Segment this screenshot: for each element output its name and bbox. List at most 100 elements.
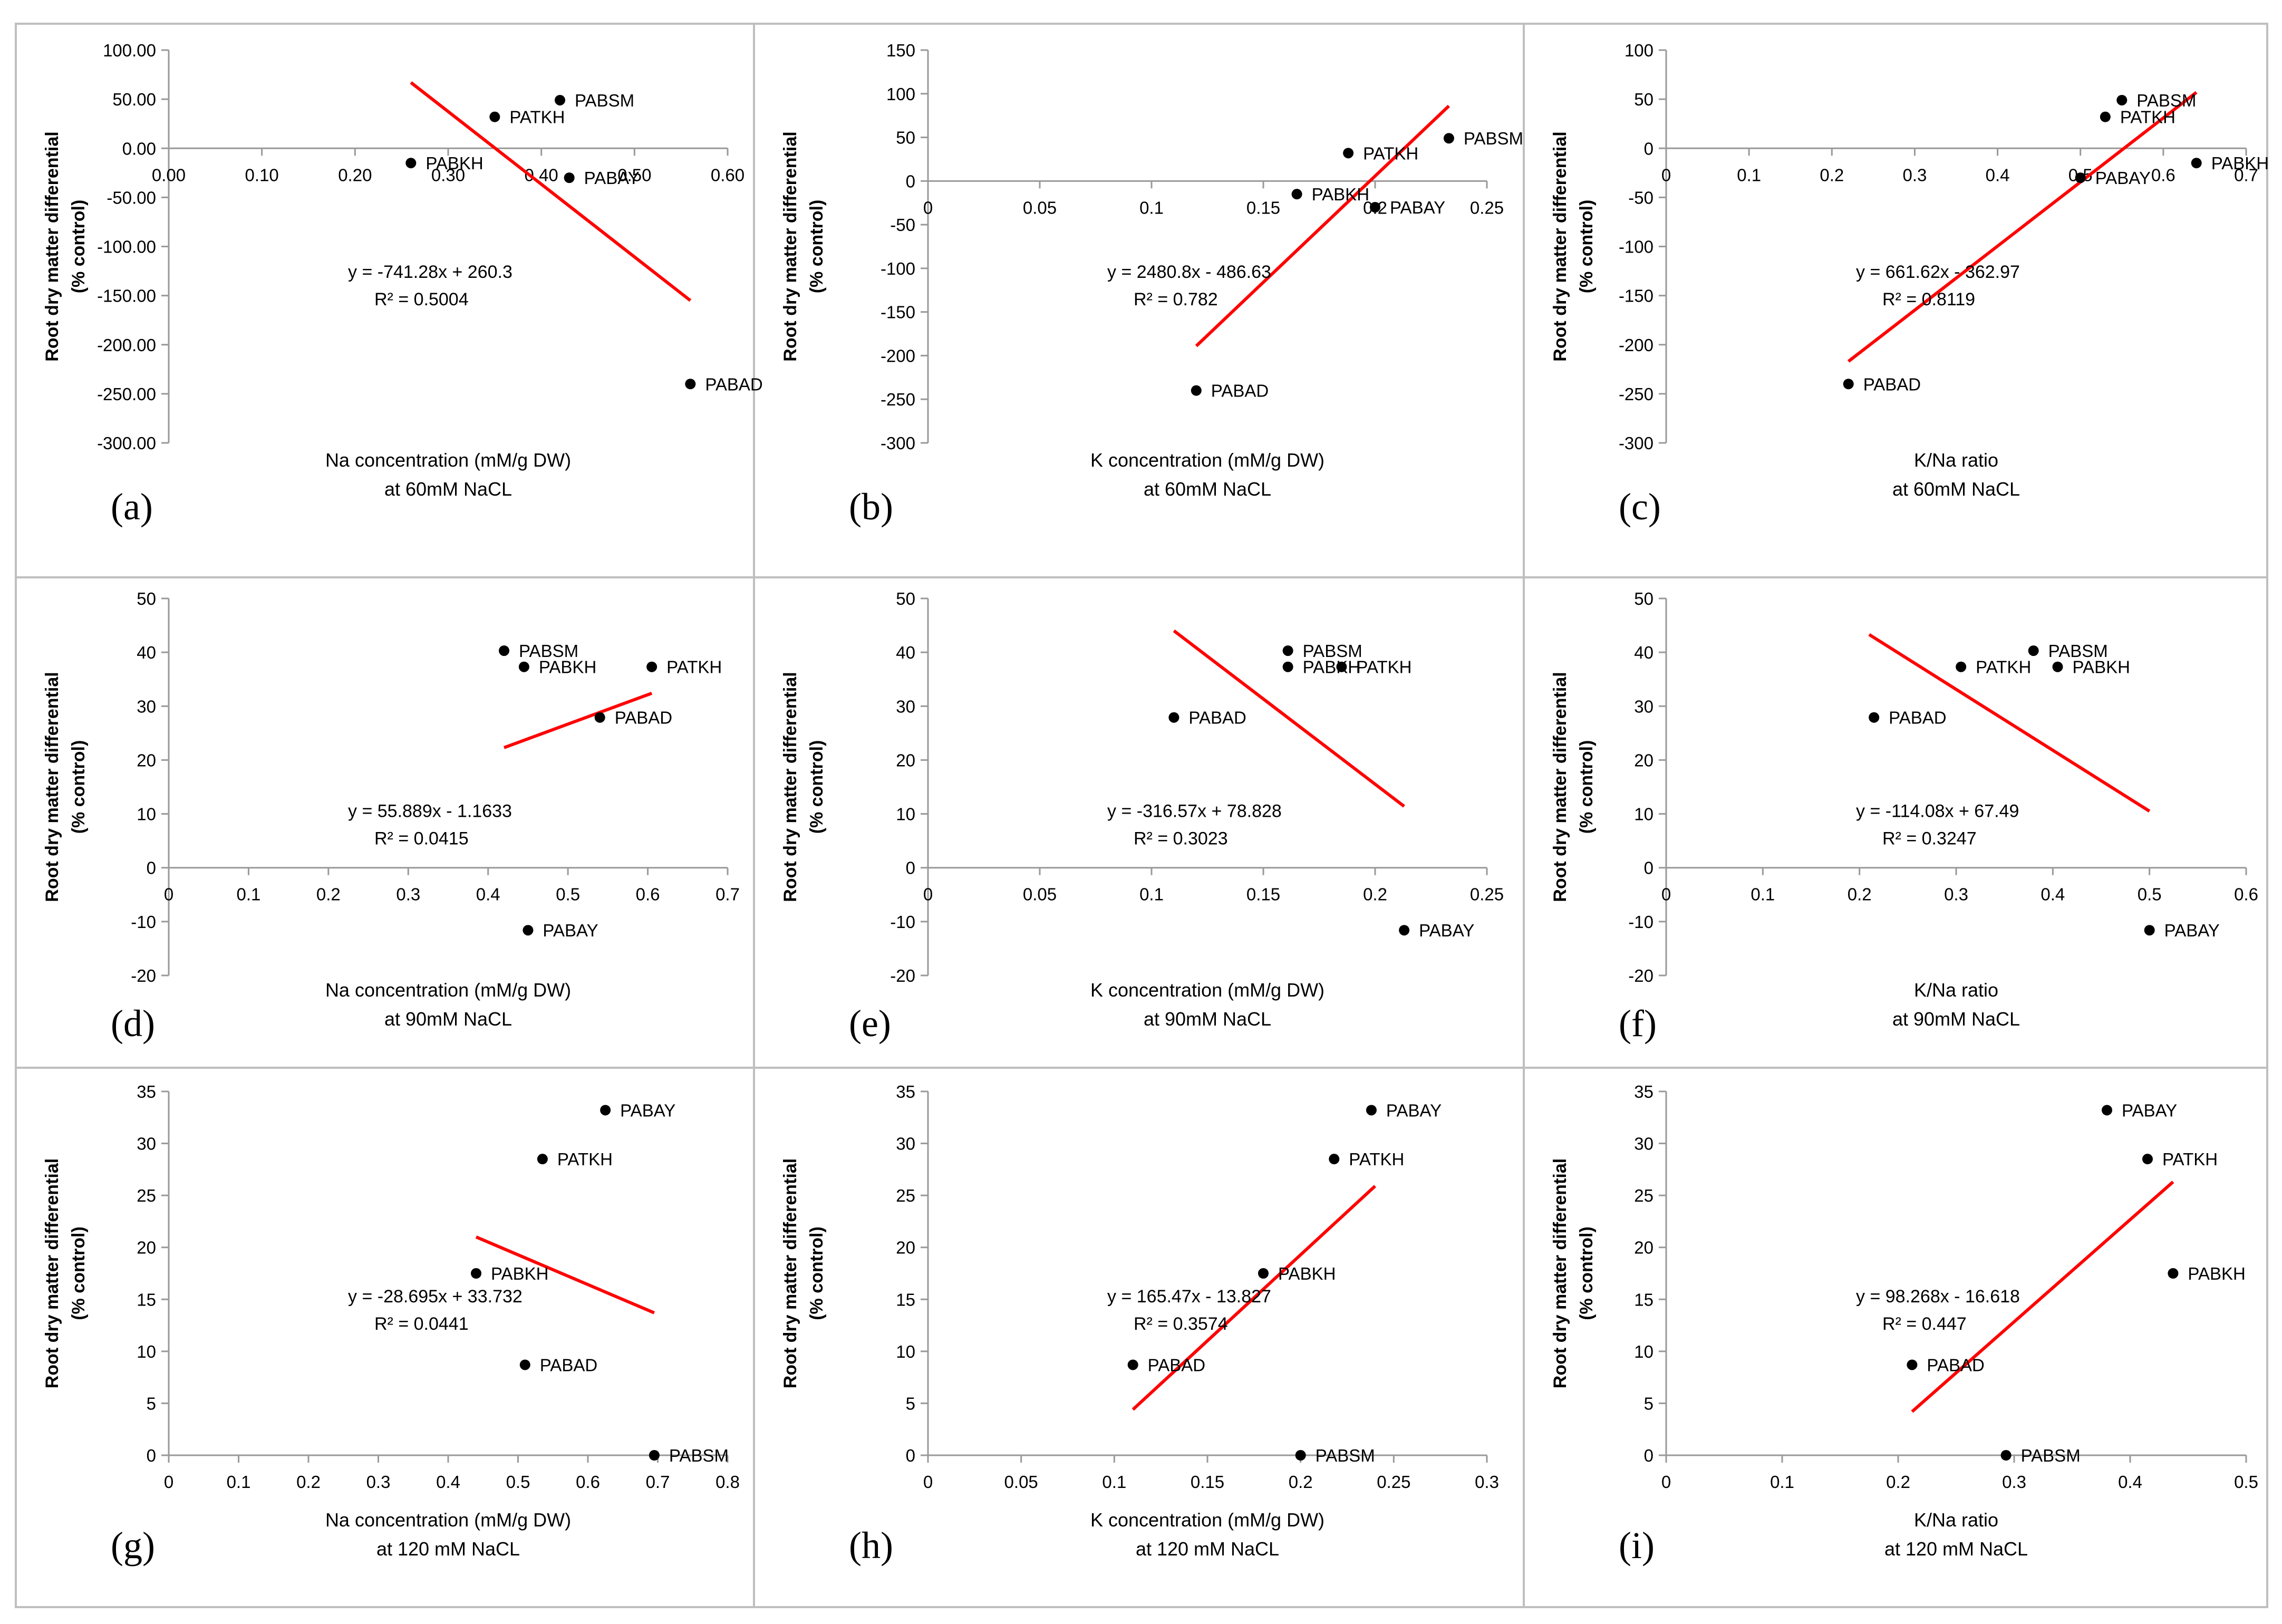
- y-tick-label: 20: [1634, 1238, 1654, 1258]
- x-tick-label: 0.1: [1737, 165, 1761, 185]
- trend-line: [1868, 633, 2151, 813]
- point-label: PABAY: [543, 921, 598, 940]
- point-label: PATKH: [509, 108, 565, 127]
- data-point-pabad: [1869, 712, 1880, 723]
- point-label: PABAY: [1386, 1100, 1442, 1120]
- y-tick-label: 30: [896, 1134, 915, 1154]
- x-tick-label: 0.5: [2234, 1472, 2258, 1492]
- x-tick-label: 0.10: [245, 165, 279, 185]
- point-label: PABKH: [539, 658, 596, 677]
- x-axis-subtitle: at 120 mM NaCL: [1884, 1538, 2028, 1560]
- y-tick-label: 10: [1634, 1342, 1654, 1361]
- data-point-pabkh: [2052, 661, 2063, 672]
- x-tick-label: 0.5: [556, 885, 580, 904]
- trend-line: [1173, 629, 1405, 808]
- chart-panel-e: 50 40 30 20 10 0 -10 -20 0 0.05 0.1 0.15 0.2 0.25 PABS…: [780, 589, 1504, 1045]
- point-label: PABAD: [705, 374, 762, 394]
- panel-label: (h): [849, 1524, 893, 1567]
- point-label: PABSM: [1316, 1446, 1375, 1465]
- point-label: PABAY: [2122, 1100, 2177, 1120]
- trend-equation: y = -316.57x + 78.828: [1107, 801, 1282, 821]
- y-tick-label: 30: [137, 1134, 156, 1154]
- panel-label: (i): [1619, 1524, 1655, 1567]
- chart-panel-d: 50 40 30 20 10 0 -10 -20 0 0.1 0.2 0.3 0.4 0.5 0.6 0.7 P…: [42, 589, 740, 1045]
- trend-equation: y = -741.28x + 260.3: [348, 262, 513, 282]
- y-tick-label: 100: [1625, 41, 1654, 60]
- x-tick-label: 0.4: [476, 885, 500, 904]
- trend-r-squared: R² = 0.5004: [374, 289, 469, 310]
- y-tick-label: 10: [896, 1342, 915, 1361]
- x-tick-label: 0.50: [617, 165, 651, 185]
- trend-r-squared: R² = 0.3023: [1134, 829, 1228, 849]
- panel-label: (a): [111, 486, 153, 528]
- x-axis-title: K/Na ratio: [1914, 979, 1998, 1001]
- x-tick-label: 0.3: [1944, 885, 1968, 904]
- data-point-pabkh: [2168, 1268, 2179, 1279]
- data-point-pabkh: [2191, 158, 2202, 169]
- y-axis-subtitle: (% control): [1577, 200, 1597, 294]
- y-tick-label: -150: [1619, 286, 1654, 306]
- x-tick-label: 0.5: [506, 1472, 530, 1492]
- x-axis-title: Na concentration (mM/g DW): [325, 449, 571, 471]
- y-tick-label: 5: [906, 1394, 915, 1413]
- y-tick-label: -300: [1619, 433, 1654, 453]
- y-tick-label: 50: [896, 589, 915, 608]
- trend-line: [1911, 1181, 2174, 1413]
- x-tick-label: 0.15: [1191, 1472, 1224, 1492]
- point-label: PABAD: [1148, 1355, 1205, 1375]
- point-label: PABKH: [491, 1264, 548, 1283]
- x-tick-label: 0.1: [236, 885, 260, 904]
- y-tick-label: -100: [881, 259, 915, 278]
- x-tick-label: 0.1: [1139, 885, 1164, 904]
- point-label: PATKH: [557, 1149, 613, 1169]
- y-tick-label: 40: [1634, 643, 1654, 662]
- y-tick-label: 100.00: [103, 41, 156, 60]
- y-tick-label: 25: [1634, 1186, 1654, 1205]
- x-tick-label: 0.4: [2041, 885, 2065, 904]
- y-axis-subtitle: (% control): [69, 200, 89, 294]
- y-tick-label: 40: [896, 643, 915, 662]
- point-label: PABKH: [2073, 658, 2130, 677]
- data-point-pabsm: [1443, 133, 1454, 144]
- data-point-patkh: [537, 1154, 548, 1165]
- x-tick-label: 0.6: [2151, 165, 2175, 185]
- chart-panel-b: 150 100 50 0 -50 -100 -150 -200 -250 -300 0 0.05 0.1…: [780, 41, 1523, 528]
- x-tick-label: 0.2: [1289, 1472, 1313, 1492]
- point-label: PABKH: [1312, 185, 1369, 204]
- x-tick-label: 0.2: [1363, 885, 1387, 904]
- panel-label: (e): [849, 1002, 891, 1045]
- data-point-patkh: [1956, 661, 1967, 672]
- y-tick-label: -100: [1619, 237, 1654, 257]
- y-axis-subtitle: (% control): [1577, 740, 1597, 834]
- point-label: PABSM: [575, 91, 634, 110]
- trend-r-squared: R² = 0.0415: [374, 829, 469, 849]
- y-tick-label: 150: [886, 41, 915, 60]
- point-label: PABAY: [620, 1100, 675, 1120]
- y-tick-label: -250: [881, 390, 915, 409]
- x-axis-subtitle: at 90mM NaCL: [384, 1008, 512, 1030]
- data-point-pabay: [2144, 925, 2155, 936]
- y-tick-label: -300: [881, 433, 915, 453]
- trend-equation: y = 661.62x - 362.97: [1856, 262, 2020, 282]
- chart-panel-i: 35 30 25 20 15 10 5 00 0.1 0.2 0.3 0.4 0.5 PABAY PATKH…: [1550, 1082, 2258, 1567]
- point-label: PABAD: [1889, 708, 1946, 728]
- point-label: PABAY: [1419, 921, 1474, 940]
- data-point-pabkh: [518, 661, 529, 672]
- trend-r-squared: R² = 0.447: [1882, 1314, 1967, 1334]
- data-point-pabsm: [2116, 94, 2128, 105]
- data-point-pabay: [564, 172, 575, 183]
- data-point-pabad: [1907, 1359, 1918, 1370]
- data-point-pabsm: [2028, 645, 2039, 656]
- x-axis-title: K concentration (mM/g DW): [1090, 1509, 1324, 1531]
- trend-equation: y = -114.08x + 67.49: [1856, 801, 2019, 821]
- y-tick-label: 30: [896, 697, 915, 716]
- x-tick-label: 0: [923, 198, 933, 217]
- x-axis-title: K concentration (mM/g DW): [1090, 979, 1324, 1001]
- point-label: PABAD: [1927, 1355, 1984, 1375]
- x-tick-label: 0.6: [2234, 885, 2258, 904]
- y-tick-label: 15: [137, 1290, 156, 1309]
- x-axis-subtitle: at 60mM NaCL: [1144, 478, 1271, 500]
- x-axis-subtitle: at 120 mM NaCL: [376, 1538, 520, 1560]
- data-point-pabsm: [1295, 1450, 1306, 1461]
- y-axis-title: Root dry matter differential: [1550, 672, 1570, 902]
